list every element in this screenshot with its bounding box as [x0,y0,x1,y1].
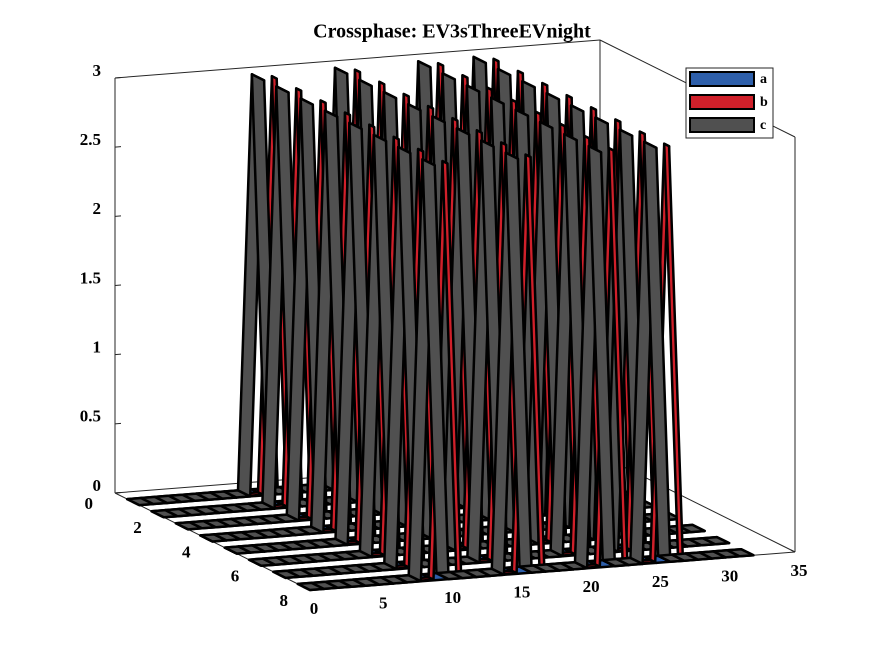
legend-label: b [760,95,768,110]
y-tick-label: 0 [85,494,94,513]
legend-label: a [760,72,767,87]
ribbon-segment [701,535,731,546]
legend-swatch [689,71,755,87]
legend: abc [685,67,774,139]
z-tick [114,422,122,425]
x-tick-label: 5 [379,593,388,612]
x-tick-label: 20 [583,577,600,596]
chart-title: Crossphase: EV3sThreeEVnight [313,21,591,43]
y-tick-label: 2 [133,518,142,537]
ribbon-segment [726,547,755,558]
y-tick-label: 6 [231,567,240,586]
x-tick-label: 25 [652,572,669,591]
x-tick-label: 10 [444,588,461,607]
y-tick [114,492,122,494]
z-tick-label: 1.5 [80,268,101,287]
x-tick-label: 15 [513,583,530,602]
ribbon-segment [677,523,706,534]
z-tick [114,146,122,148]
z-tick [114,215,122,217]
z-tick-label: 2.5 [80,130,101,149]
y-tick-label: 8 [280,591,289,610]
x-tick [790,549,796,553]
legend-swatch [689,94,755,110]
ribbon [296,140,755,592]
x-tick-label: 35 [791,561,808,580]
z-tick-label: 0.5 [80,407,101,426]
z-tick [114,77,122,79]
z-tick [114,353,122,356]
z-tick-label: 0 [93,476,102,495]
z-tick-label: 2 [93,199,102,218]
x-tick-label: 30 [721,566,738,585]
legend-label: c [760,118,766,133]
z-tick [114,284,122,286]
axis-line [114,39,601,79]
y-tick-label: 4 [182,542,191,561]
legend-swatch [689,117,755,133]
x-tick-label: 0 [310,599,319,618]
z-tick-label: 3 [93,61,102,80]
z-tick-label: 1 [93,338,102,357]
